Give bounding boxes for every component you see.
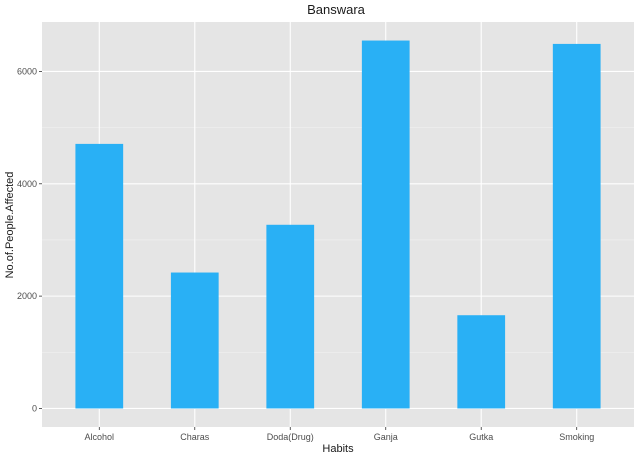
y-tick-label: 0 bbox=[32, 403, 37, 413]
y-axis: 0 2000 4000 6000 bbox=[17, 66, 42, 413]
x-axis-title: Habits bbox=[322, 443, 354, 455]
x-axis: Alcohol Charas Doda(Drug) Ganja Gutka Smoking bbox=[85, 427, 594, 442]
bars bbox=[75, 40, 601, 409]
x-tick-label: Smoking bbox=[559, 432, 594, 442]
y-axis-title: No.of.People.Affected bbox=[4, 172, 16, 279]
bar-doda-drug bbox=[266, 224, 315, 409]
x-tick-label: Alcohol bbox=[85, 432, 115, 442]
y-tick-label: 2000 bbox=[17, 291, 37, 301]
bar-smoking bbox=[552, 43, 601, 409]
x-tick-label: Ganja bbox=[374, 432, 398, 442]
chart-title: Banswara bbox=[307, 2, 366, 17]
y-tick-label: 6000 bbox=[17, 66, 37, 76]
y-tick-label: 4000 bbox=[17, 179, 37, 189]
x-tick-label: Charas bbox=[180, 432, 210, 442]
x-tick-label: Doda(Drug) bbox=[267, 432, 314, 442]
bar-charas bbox=[170, 272, 219, 409]
bar-alcohol bbox=[75, 143, 124, 409]
plot-panel bbox=[42, 22, 634, 427]
bar-gutka bbox=[457, 315, 506, 409]
bar-ganja bbox=[361, 40, 410, 409]
x-tick-label: Gutka bbox=[469, 432, 493, 442]
